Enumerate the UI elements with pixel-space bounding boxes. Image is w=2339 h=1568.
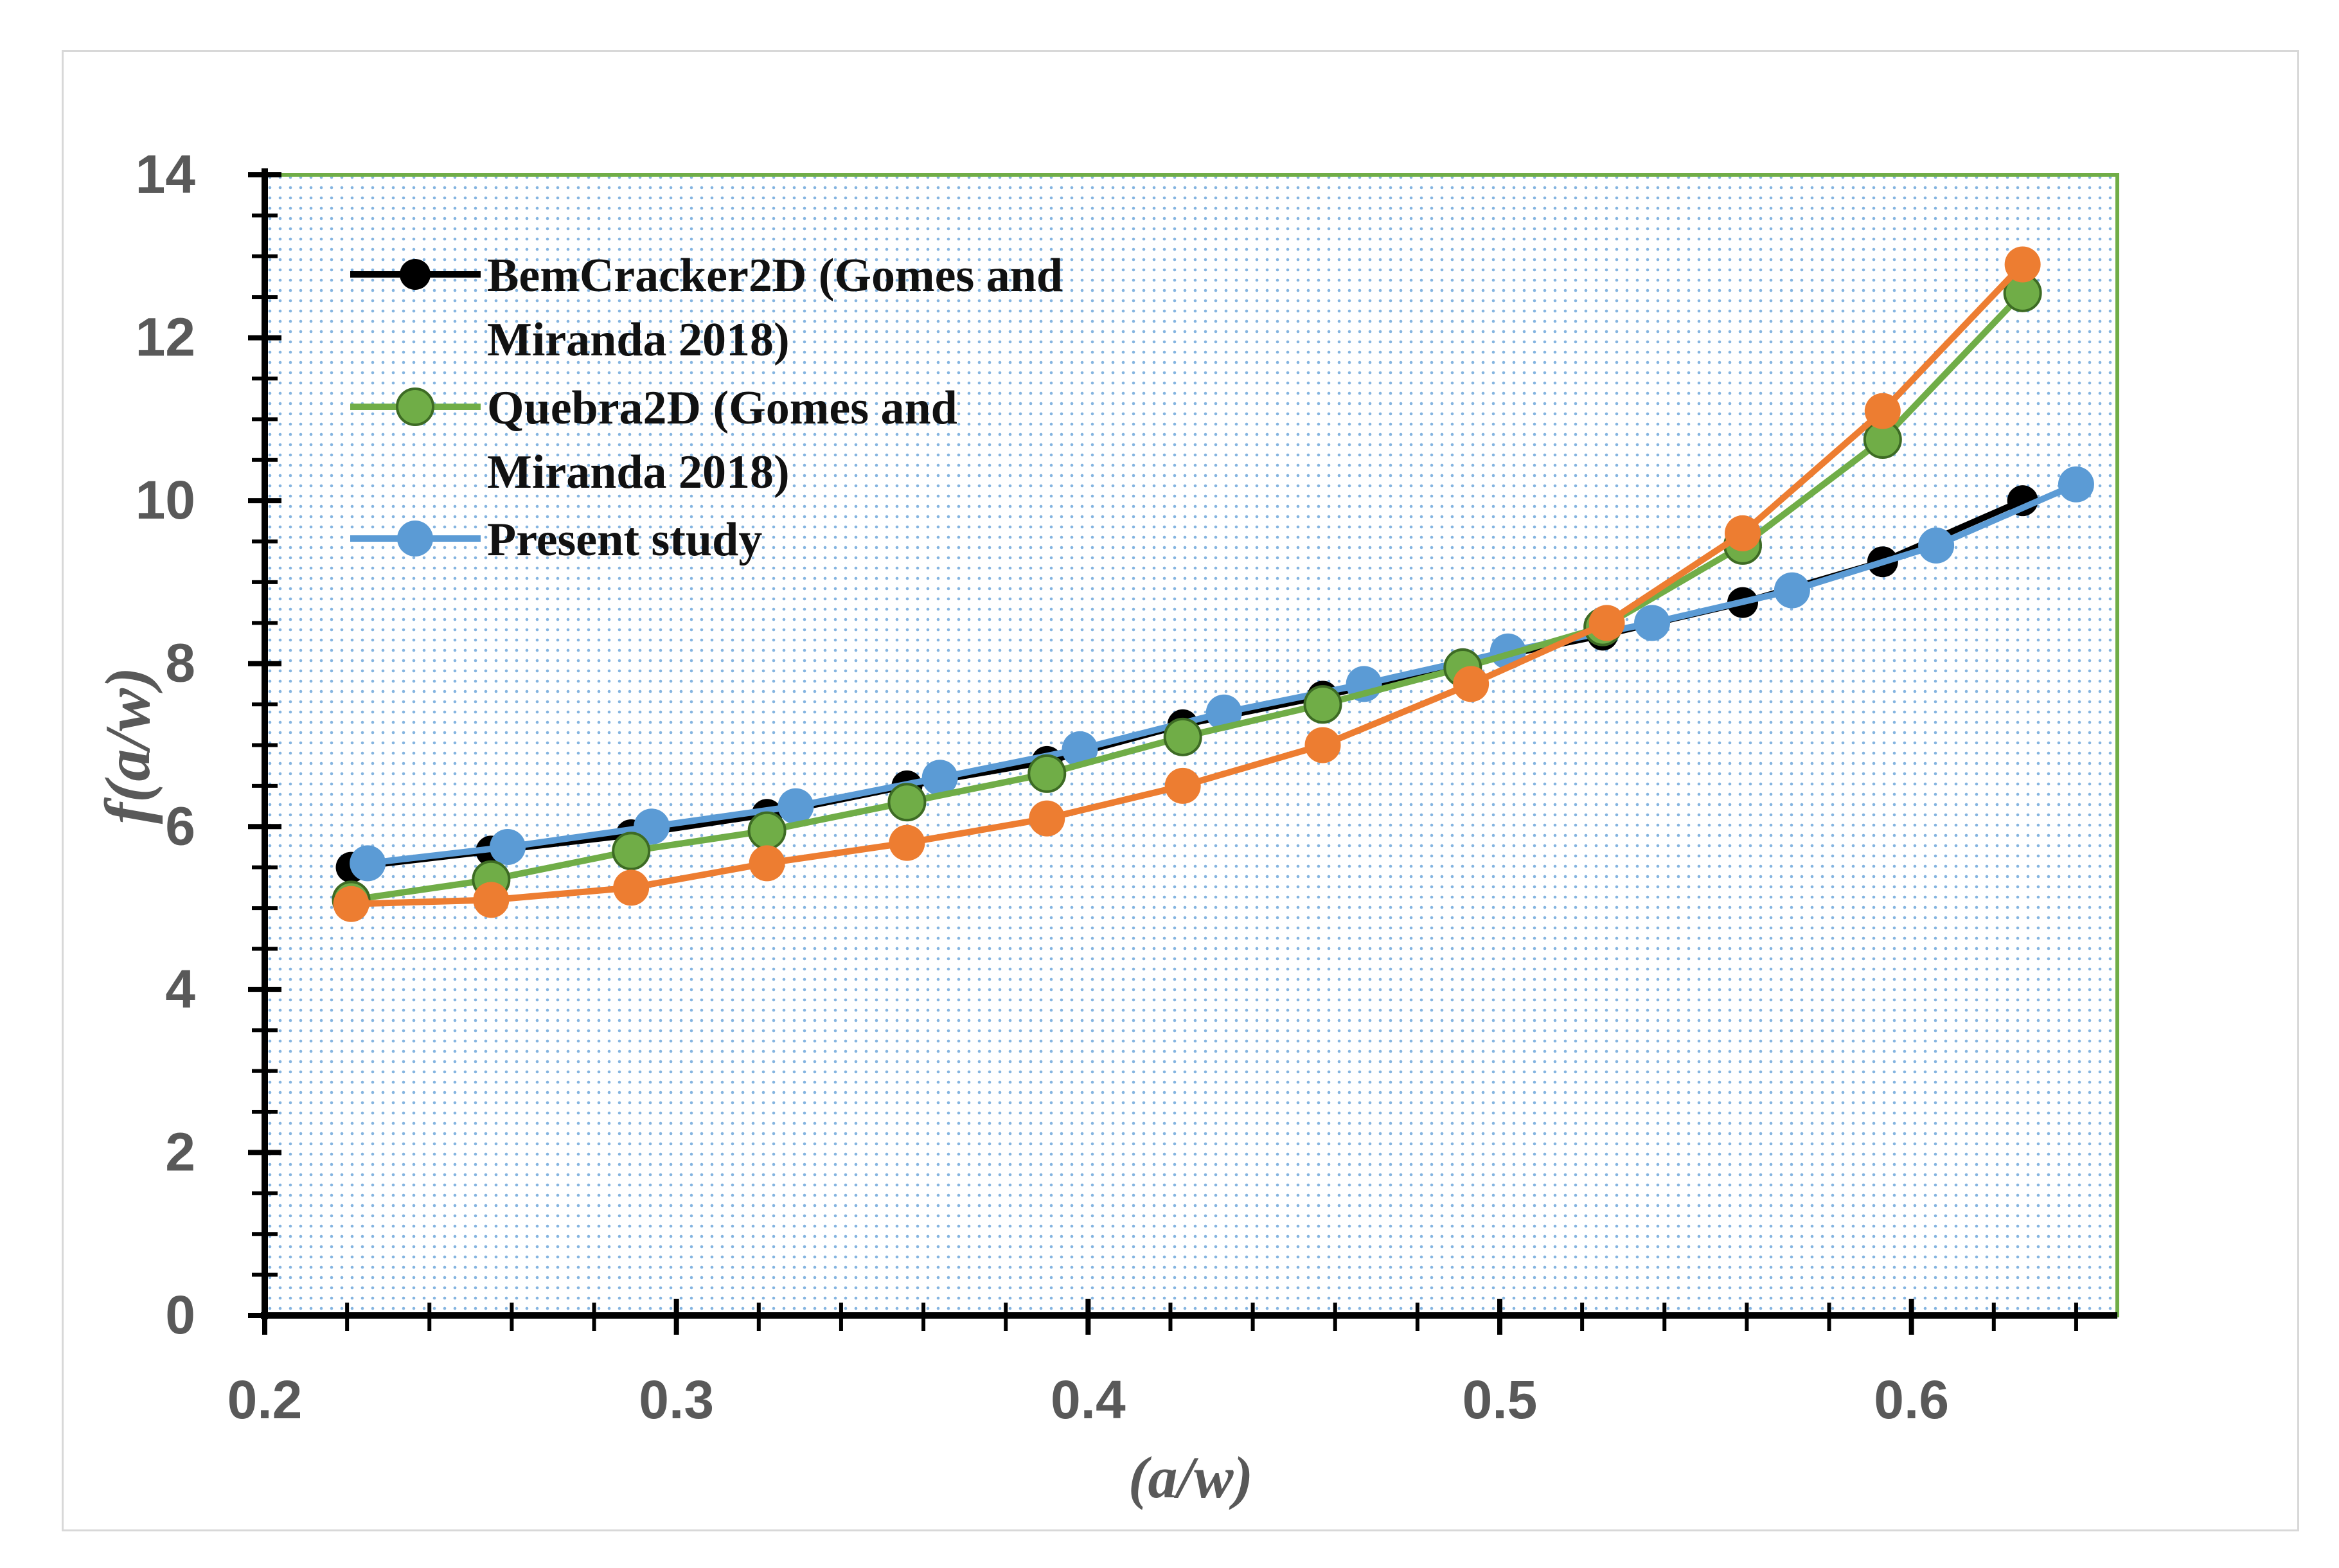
data-point-quebra2d bbox=[1163, 717, 1202, 756]
data-point-present-study bbox=[1774, 572, 1810, 609]
x-tick-label: 0.6 bbox=[1874, 1369, 1949, 1430]
axes: 0 2 4 6 8 10 12 14 0.2 0.3 0.4 0.5 0.6 bbox=[136, 144, 2117, 1430]
y-tick-label: 12 bbox=[136, 307, 195, 368]
x-tick-label: 0.2 bbox=[227, 1369, 303, 1430]
data-point-quebra2d bbox=[887, 783, 927, 822]
data-point-present-study bbox=[1205, 694, 1242, 731]
x-tick-label: 0.3 bbox=[639, 1369, 714, 1430]
data-point-present-study bbox=[634, 808, 670, 845]
y-axis-title: f(a/w) bbox=[92, 667, 163, 824]
legend-marker-bemcracker2d bbox=[400, 259, 431, 290]
y-tick-label: 8 bbox=[165, 633, 195, 693]
legend-marker-present-study bbox=[397, 521, 433, 557]
data-point-present-study bbox=[350, 845, 386, 882]
data-point-quebra2d bbox=[747, 811, 787, 850]
x-axis-title: (a/w) bbox=[1128, 1445, 1253, 1510]
legend-marker-quebra2d bbox=[396, 388, 434, 426]
data-point-orange-series bbox=[1864, 393, 1901, 429]
data-point-orange-series bbox=[1588, 605, 1625, 641]
data-point-present-study bbox=[489, 828, 526, 865]
y-tick-label: 10 bbox=[136, 470, 195, 530]
data-point-present-study bbox=[1634, 605, 1671, 641]
legend-item-bemcracker2d: BemCracker2D (Gomes and Miranda 2018) bbox=[350, 249, 1063, 366]
data-point-orange-series bbox=[2004, 246, 2041, 283]
data-point-orange-series bbox=[1304, 727, 1341, 763]
series-group bbox=[332, 246, 2094, 922]
data-point-present-study bbox=[1918, 527, 1955, 564]
x-tick-label: 0.4 bbox=[1051, 1369, 1126, 1430]
legend-label-quebra2d: Miranda 2018) bbox=[487, 446, 790, 499]
data-point-orange-series bbox=[749, 845, 785, 882]
data-point-present-study bbox=[2058, 466, 2094, 503]
y-tick-label: 6 bbox=[165, 796, 195, 856]
legend-item-present-study: Present study bbox=[350, 513, 762, 566]
series-orange-series bbox=[333, 246, 2041, 922]
data-point-orange-series bbox=[1453, 666, 1490, 702]
data-point-orange-series bbox=[473, 882, 510, 918]
legend-label-bemcracker2d: BemCracker2D (Gomes and bbox=[487, 249, 1063, 302]
data-point-orange-series bbox=[333, 886, 369, 922]
data-point-orange-series bbox=[1164, 767, 1201, 804]
data-point-present-study bbox=[921, 760, 958, 796]
y-tick-label: 2 bbox=[165, 1121, 195, 1182]
legend-item-quebra2d: Quebra2D (Gomes and Miranda 2018) bbox=[350, 382, 957, 499]
data-point-quebra2d bbox=[612, 832, 651, 871]
data-point-orange-series bbox=[1029, 800, 1065, 837]
data-point-quebra2d bbox=[1027, 754, 1067, 793]
legend-label-bemcracker2d: Miranda 2018) bbox=[487, 314, 790, 366]
data-point-present-study bbox=[1062, 731, 1098, 767]
data-point-quebra2d bbox=[1303, 685, 1342, 724]
y-tick-label: 0 bbox=[165, 1285, 195, 1345]
legend-label-present-study: Present study bbox=[487, 513, 762, 566]
x-tick-label: 0.5 bbox=[1463, 1369, 1538, 1430]
y-tick-label: 4 bbox=[165, 959, 195, 1019]
data-point-orange-series bbox=[1724, 515, 1761, 551]
series-present-study bbox=[350, 466, 2094, 882]
data-point-orange-series bbox=[889, 824, 925, 861]
y-tick-label: 14 bbox=[136, 144, 196, 204]
legend-label-quebra2d: Quebra2D (Gomes and bbox=[487, 382, 957, 434]
data-point-present-study bbox=[778, 788, 814, 824]
data-point-orange-series bbox=[613, 869, 650, 906]
